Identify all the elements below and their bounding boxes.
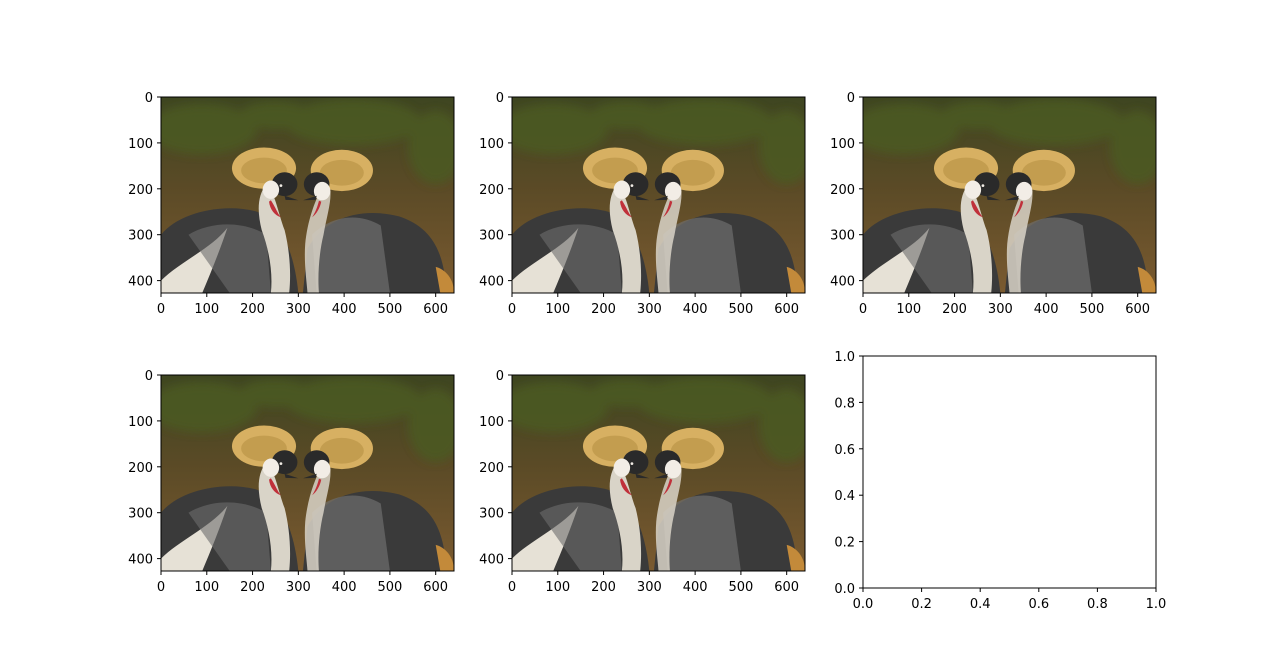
x-tick-label: 1.0 — [1146, 597, 1167, 612]
x-tick-label: 0.0 — [853, 597, 874, 612]
x-tick-label: 500 — [1079, 302, 1104, 317]
x-tick-label: 500 — [377, 580, 402, 595]
y-tick-label: 0 — [496, 369, 504, 384]
y-tick-label: 300 — [479, 507, 504, 522]
x-tick-label: 600 — [1125, 302, 1150, 317]
x-tick-label: 0.8 — [1087, 597, 1108, 612]
x-tick-label: 300 — [988, 302, 1013, 317]
y-tick-label: 300 — [128, 229, 153, 244]
x-tick-label: 0 — [859, 302, 867, 317]
axes-frame — [160, 96, 455, 294]
axes-frame — [511, 374, 806, 572]
y-tick-label: 0.4 — [834, 489, 855, 504]
x-tick-label: 300 — [286, 302, 311, 317]
axes-row2-col1: 0 100 200 300 400 500 600 0 100 200 300 400 — [128, 369, 463, 595]
x-tick-label: 600 — [423, 580, 448, 595]
x-tick-label: 0 — [508, 302, 516, 317]
y-tick-label: 300 — [128, 507, 153, 522]
y-tick-label: 100 — [479, 137, 504, 152]
y-tick-label: 400 — [128, 275, 153, 290]
x-tick-label: 300 — [637, 580, 662, 595]
x-tick-label: 100 — [896, 302, 921, 317]
x-tick-label: 0.2 — [911, 597, 932, 612]
x-tick-label: 600 — [774, 580, 799, 595]
y-tick-label: 0 — [145, 369, 153, 384]
axes-row2-col2: 0 100 200 300 400 500 600 0 100 200 300 400 — [479, 369, 814, 595]
y-tick-label: 200 — [128, 183, 153, 198]
x-tick-label: 200 — [942, 302, 967, 317]
x-tick-label: 500 — [728, 580, 753, 595]
y-tick-label: 1.0 — [834, 350, 855, 365]
x-tick-label: 200 — [591, 580, 616, 595]
axes-row2-col3: 0.0 0.2 0.4 0.6 0.8 1.0 0.0 0.2 0.4 0.6 0.8 1.0 — [834, 350, 1166, 612]
x-tick-label: 400 — [1034, 302, 1059, 317]
y-tick-label: 0 — [496, 91, 504, 106]
x-tick-label: 0 — [157, 580, 165, 595]
image-plot — [147, 97, 463, 293]
x-tick-label: 500 — [728, 302, 753, 317]
y-tick-label: 300 — [479, 229, 504, 244]
axes-row1-col1: 0 100 200 300 400 500 600 0 100 200 300 400 — [128, 91, 463, 317]
x-tick-label: 600 — [423, 302, 448, 317]
y-tick-label: 100 — [128, 415, 153, 430]
y-tick-label: 400 — [830, 275, 855, 290]
y-tick-label: 0.0 — [834, 582, 855, 597]
x-tick-label: 0.6 — [1028, 597, 1049, 612]
axes-frame — [160, 374, 455, 572]
axes-frame — [511, 96, 806, 294]
x-tick-label: 300 — [637, 302, 662, 317]
x-tick-label: 400 — [332, 580, 357, 595]
x-tick-label: 0 — [508, 580, 516, 595]
y-tick-label: 0 — [847, 91, 855, 106]
y-tick-label: 100 — [479, 415, 504, 430]
x-tick-label: 100 — [194, 580, 219, 595]
axes-row1-col3: 0 100 200 300 400 500 600 0 100 200 300 400 — [830, 91, 1165, 317]
image-plot — [849, 97, 1165, 293]
x-tick-label: 500 — [377, 302, 402, 317]
x-tick-label: 200 — [591, 302, 616, 317]
y-tick-label: 100 — [830, 137, 855, 152]
x-tick-label: 400 — [683, 302, 708, 317]
y-tick-label: 200 — [479, 183, 504, 198]
axes-frame — [862, 96, 1157, 294]
y-tick-label: 400 — [128, 553, 153, 568]
y-tick-label: 200 — [830, 183, 855, 198]
image-plot — [147, 375, 463, 571]
x-tick-label: 600 — [774, 302, 799, 317]
x-tick-label: 100 — [545, 302, 570, 317]
y-tick-label: 300 — [830, 229, 855, 244]
image-plot — [498, 375, 814, 571]
y-tick-label: 0.6 — [834, 443, 855, 458]
x-tick-label: 100 — [194, 302, 219, 317]
axes-frame — [862, 355, 1157, 589]
image-plot — [498, 97, 814, 293]
axes-row1-col2: 0 100 200 300 400 500 600 0 100 200 300 400 — [479, 91, 814, 317]
x-tick-label: 0.4 — [970, 597, 991, 612]
y-tick-label: 400 — [479, 275, 504, 290]
y-tick-label: 0.2 — [834, 536, 855, 551]
x-tick-label: 0 — [157, 302, 165, 317]
y-tick-label: 200 — [128, 461, 153, 476]
x-tick-label: 300 — [286, 580, 311, 595]
y-tick-label: 0 — [145, 91, 153, 106]
y-tick-label: 0.8 — [834, 396, 855, 411]
plot-area — [863, 356, 1156, 588]
x-tick-label: 100 — [545, 580, 570, 595]
y-tick-label: 100 — [128, 137, 153, 152]
x-tick-label: 400 — [332, 302, 357, 317]
x-tick-label: 200 — [240, 302, 265, 317]
x-tick-label: 200 — [240, 580, 265, 595]
y-tick-label: 400 — [479, 553, 504, 568]
x-tick-label: 400 — [683, 580, 708, 595]
y-tick-label: 200 — [479, 461, 504, 476]
